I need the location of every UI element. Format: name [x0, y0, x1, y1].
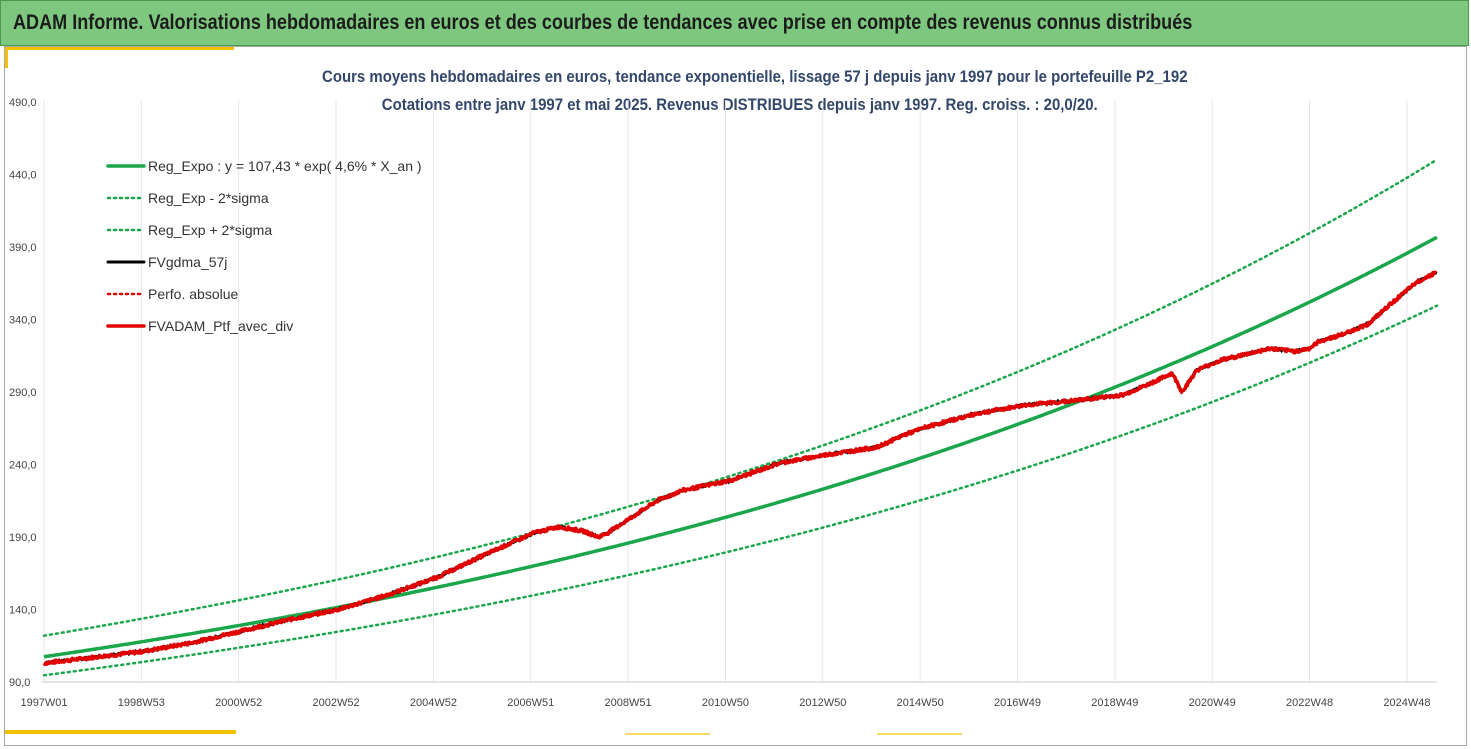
accent-bar-bottom-mid-2	[877, 733, 962, 735]
legend-item-reg-expo: Reg_Expo : y = 107,43 * exp( 4,6% * X_an…	[106, 158, 422, 174]
x-tick-label: 2010W50	[702, 697, 749, 709]
grid	[43, 100, 1408, 682]
chart-title: Cours moyens hebdomadaires en euros, ten…	[19, 67, 1471, 87]
y-tick-label: 240,0	[9, 460, 37, 472]
x-tick-label: 2002W52	[313, 697, 360, 709]
x-tick-label: 2020W49	[1189, 697, 1236, 709]
legend-item-reg-plus: Reg_Exp + 2*sigma	[106, 222, 272, 238]
legend-label: Perfo. absolue	[148, 286, 238, 302]
x-tick-label: 2014W50	[897, 697, 944, 709]
series-reg-minus-2sigma	[42, 304, 1439, 677]
accent-bar-top-left	[4, 46, 234, 50]
x-tick-label: 2022W48	[1286, 697, 1333, 709]
header-bar: ADAM Informe. Valorisations hebdomadaire…	[0, 0, 1469, 46]
legend-label: Reg_Expo : y = 107,43 * exp( 4,6% * X_an…	[148, 158, 422, 174]
legend-item-reg-minus: Reg_Exp - 2*sigma	[106, 190, 269, 206]
y-tick-label: 440,0	[9, 170, 37, 182]
y-tick-label: 190,0	[9, 532, 37, 544]
accent-bar-bottom-left	[4, 730, 236, 734]
legend-item-gdma: FVgdma_57j	[106, 254, 227, 270]
x-tick-label: 2000W52	[215, 697, 262, 709]
x-tick-label: 1997W01	[20, 697, 67, 709]
legend-label: FVADAM_Ptf_avec_div	[148, 318, 293, 334]
y-tick-label: 490,0	[9, 97, 37, 109]
x-tick-label: 2006W51	[507, 697, 554, 709]
x-tick-label: 2018W49	[1091, 697, 1138, 709]
legend: Reg_Expo : y = 107,43 * exp( 4,6% * X_an…	[106, 158, 422, 334]
y-tick-label: 90,0	[9, 677, 30, 689]
x-tick-label: 2008W51	[605, 697, 652, 709]
y-tick-label: 390,0	[9, 242, 37, 254]
axes: 1997W01 1998W53 2000W52 2002W52 2004W52 2006W…	[9, 97, 1437, 709]
x-tick-label: 2024W48	[1383, 697, 1430, 709]
y-tick-label: 140,0	[9, 605, 37, 617]
chart-subtitle: Cotations entre janv 1997 et mai 2025. R…	[4, 95, 1471, 115]
series-fvadam-ptf	[42, 270, 1438, 667]
y-tick-label: 290,0	[9, 387, 37, 399]
chart-title-text: Cours moyens hebdomadaires en euros, ten…	[321, 67, 1188, 86]
legend-label: Reg_Exp - 2*sigma	[148, 190, 269, 206]
chart-subtitle-text: Cotations entre janv 1997 et mai 2025. R…	[381, 95, 1098, 114]
legend-item-ptf: FVADAM_Ptf_avec_div	[106, 318, 293, 334]
x-tick-label: 2016W49	[994, 697, 1041, 709]
accent-bar-bottom-mid-1	[625, 733, 710, 735]
series	[42, 158, 1439, 677]
page-title: ADAM Informe. Valorisations hebdomadaire…	[13, 11, 1193, 34]
x-tick-label: 2012W50	[799, 697, 846, 709]
legend-item-perfo: Perfo. absolue	[106, 286, 238, 302]
legend-label: FVgdma_57j	[148, 254, 227, 270]
x-tick-label: 2004W52	[410, 697, 457, 709]
accent-bar-left	[4, 46, 8, 68]
x-tick-label: 1998W53	[118, 697, 165, 709]
chart-frame	[4, 46, 1467, 746]
series-reg-expo	[43, 235, 1438, 659]
series-reg-plus-2sigma	[42, 158, 1439, 637]
y-tick-label: 340,0	[9, 315, 37, 327]
legend-label: Reg_Exp + 2*sigma	[148, 222, 272, 238]
